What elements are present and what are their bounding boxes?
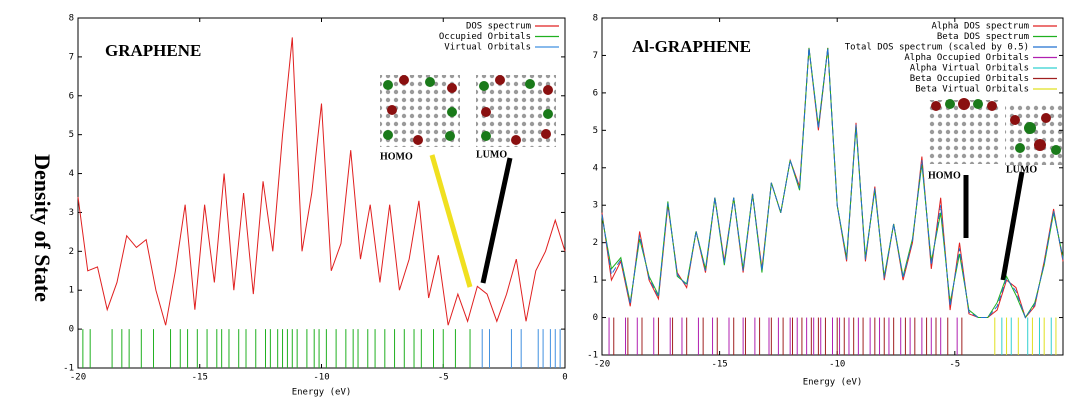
legend-label: Occupied Orbitals	[439, 32, 531, 42]
orbital-label: LUMO	[476, 149, 507, 160]
y-tick-label: 4	[69, 169, 74, 179]
x-tick-label: -5	[438, 373, 449, 383]
y-tick-label: 6	[69, 91, 74, 101]
y-tick-label: 6	[593, 88, 598, 98]
y-tick-label: 8	[593, 14, 598, 24]
orbital-label: LUMO	[1006, 164, 1037, 175]
y-tick-label: 7	[69, 52, 74, 62]
y-tick-label: 0	[593, 313, 598, 323]
legend-label: Beta Occupied Orbitals	[910, 74, 1029, 84]
x-tick-label: -15	[192, 373, 208, 383]
legend-label: DOS spectrum	[466, 22, 531, 32]
y-tick-label: 8	[69, 14, 74, 24]
legend-label: Alpha Occupied Orbitals	[904, 53, 1029, 63]
x-tick-label: -5	[949, 360, 960, 370]
y-tick-label: 5	[69, 130, 74, 140]
y-tick-label: 5	[593, 126, 598, 136]
y-axis-label: Density of State	[30, 154, 55, 302]
x-tick-label: 0	[562, 373, 567, 383]
x-tick-label: -20	[70, 373, 86, 383]
x-tick-label: -15	[711, 360, 727, 370]
legend-label: Beta Virtual Orbitals	[915, 85, 1029, 95]
y-tick-label: 1	[69, 286, 74, 296]
panel-title: GRAPHENE	[105, 41, 201, 60]
figure: -10 1 2 3 4 5 6 7 8 -20 -15 -10 -5 0 Energy (eV) DOS sp…	[0, 0, 1065, 399]
legend-label: Alpha Virtual Orbitals	[910, 64, 1029, 74]
y-tick-label: 2	[593, 238, 598, 248]
y-tick-label: 3	[593, 201, 598, 211]
y-tick-label: 1	[593, 276, 598, 286]
legend-label: Virtual Orbitals	[444, 43, 531, 53]
orbital-label: HOMO	[380, 151, 413, 162]
panel-title: Al-GRAPHENE	[632, 37, 751, 56]
y-tick-label: 2	[69, 247, 74, 257]
orbital-label: HOMO	[928, 170, 961, 181]
x-axis-label: Energy (eV)	[292, 388, 352, 398]
legend-label: Total DOS spectrum (scaled by 0.5)	[845, 43, 1029, 53]
x-axis-label: Energy (eV)	[803, 378, 863, 388]
x-tick-label: -20	[594, 360, 610, 370]
legend-label: Alpha DOS spectrum	[931, 22, 1029, 32]
y-tick-label: 0	[69, 325, 74, 335]
legend-label: Beta DOS spectrum	[937, 32, 1029, 42]
y-tick-label: 4	[593, 163, 598, 173]
x-tick-label: -10	[829, 360, 845, 370]
y-tick-label: 3	[69, 208, 74, 218]
plot-frame	[78, 18, 565, 368]
y-tick-label: 7	[593, 51, 598, 61]
x-tick-label: -10	[313, 373, 329, 383]
